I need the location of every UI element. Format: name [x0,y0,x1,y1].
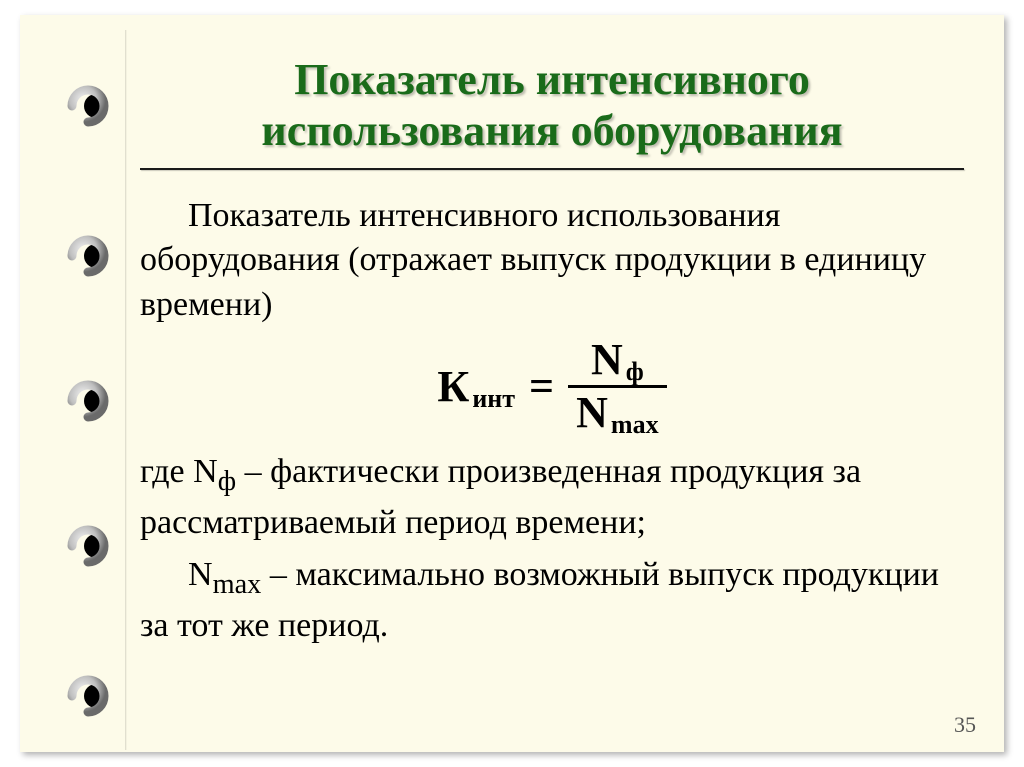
binder-ring-icon [62,80,114,132]
slide-content: Показатель интенсивного использования об… [140,55,964,722]
binder-ring-icon [62,230,114,282]
def1-subscript: ф [218,466,236,497]
def1-symbol: N [193,453,218,490]
slide-body: Показатель интенсивного использования об… [140,194,964,648]
den-subscript: max [611,411,659,438]
page-number: 35 [954,712,976,738]
fraction-numerator: N ф [583,337,652,383]
formula-lhs: К инт [437,358,515,415]
binder-shadow [125,30,127,750]
fraction-denominator: N max [568,390,666,436]
where-label: где [140,453,185,490]
den-symbol: N [576,390,608,436]
title-underline [140,168,964,170]
slide-frame: Показатель интенсивного использования об… [20,15,1004,752]
lhs-symbol: К [437,358,469,415]
equals-sign: = [529,358,554,415]
intro-paragraph: Показатель интенсивного использования об… [140,194,964,327]
definition-2: Nmax – максимально возможный выпуск прод… [140,553,964,648]
def1-text: – фактически произведенная продукция за … [140,453,861,541]
binder-ring-icon [62,670,114,722]
definition-1: где Nф – фактически произведенная продук… [140,450,964,545]
num-symbol: N [591,337,623,383]
binder-ring-icon [62,520,114,572]
def2-symbol: N [188,556,213,593]
binder-ring-icon [62,375,114,427]
binder-strip [20,15,130,752]
num-subscript: ф [626,358,644,385]
def2-subscript: max [213,569,262,600]
slide-title: Показатель интенсивного использования об… [140,55,964,156]
formula-fraction: N ф N max [568,337,666,436]
formula: К инт = N ф N max [140,337,964,436]
lhs-subscript: инт [472,382,515,416]
